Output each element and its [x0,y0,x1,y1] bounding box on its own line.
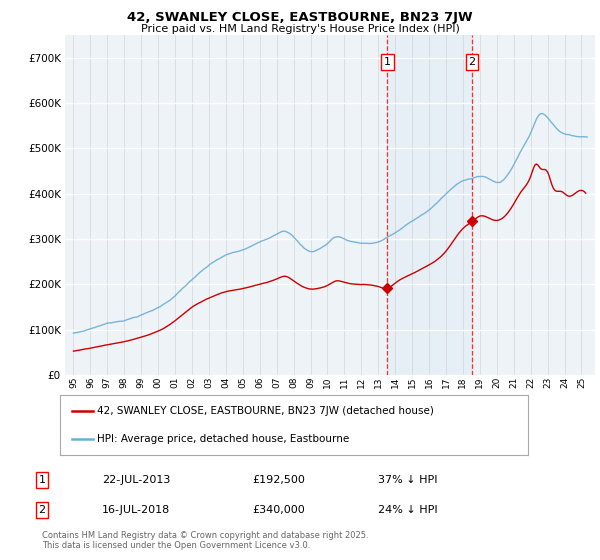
Text: 2: 2 [469,57,476,67]
Text: 24% ↓ HPI: 24% ↓ HPI [378,505,437,515]
Text: £340,000: £340,000 [252,505,305,515]
Text: Price paid vs. HM Land Registry's House Price Index (HPI): Price paid vs. HM Land Registry's House … [140,24,460,34]
Text: HPI: Average price, detached house, Eastbourne: HPI: Average price, detached house, East… [97,434,350,444]
Text: 42, SWANLEY CLOSE, EASTBOURNE, BN23 7JW: 42, SWANLEY CLOSE, EASTBOURNE, BN23 7JW [127,11,473,24]
Text: 37% ↓ HPI: 37% ↓ HPI [378,475,437,485]
Text: 42, SWANLEY CLOSE, EASTBOURNE, BN23 7JW (detached house): 42, SWANLEY CLOSE, EASTBOURNE, BN23 7JW … [97,406,434,416]
Bar [388,35,472,375]
Text: Contains HM Land Registry data © Crown copyright and database right 2025.
This d: Contains HM Land Registry data © Crown c… [42,530,368,550]
Text: £192,500: £192,500 [252,475,305,485]
Text: 1: 1 [384,57,391,67]
Text: 16-JUL-2018: 16-JUL-2018 [102,505,170,515]
Text: 1: 1 [38,475,46,485]
Text: 2: 2 [38,505,46,515]
Text: 22-JUL-2013: 22-JUL-2013 [102,475,170,485]
